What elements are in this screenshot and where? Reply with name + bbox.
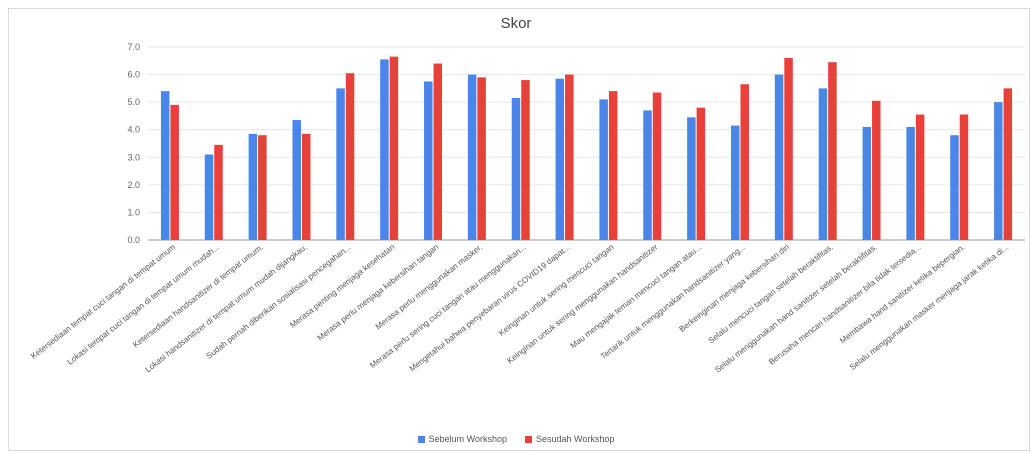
x-tick-label: Mengetahui bahwa penyebaran virus COVID1…: [408, 242, 572, 373]
bar-sebelum: [774, 74, 784, 240]
y-tick-label: 0.0: [127, 235, 140, 245]
x-tick-label: Berusaha mencari handsanitizer bila tida…: [767, 242, 922, 366]
y-tick-label: 6.0: [127, 70, 140, 80]
x-tick-label: Ketersediaan tempat cuci tangan di tempa…: [29, 242, 177, 360]
legend-item-sebelum: Sebelum Workshop: [417, 434, 507, 444]
y-tick-label: 4.0: [127, 125, 140, 135]
bar-sebelum: [643, 110, 652, 241]
bar-sebelum: [599, 99, 608, 240]
bar-sesudah: [301, 133, 311, 240]
bar-sebelum: [160, 91, 170, 240]
bar-sebelum: [818, 88, 828, 240]
y-tick-label: 2.0: [127, 180, 140, 190]
bar-sebelum: [204, 154, 214, 240]
bar-sebelum: [292, 120, 301, 240]
x-tick-label: Lokasi handsanitizer di tempat umum muda…: [144, 242, 309, 374]
bar-sesudah: [214, 144, 223, 240]
bar-sebelum: [424, 81, 433, 240]
bar-sebelum: [248, 133, 258, 240]
bar-sesudah: [872, 100, 881, 240]
x-tick-label: Lokasi tempat cuci tangan di tempat umum…: [66, 242, 221, 366]
bar-sebelum: [994, 102, 1003, 241]
bar-sebelum: [336, 88, 345, 240]
bar-sesudah: [696, 107, 706, 241]
legend-swatch-sesudah: [524, 435, 532, 443]
bar-sesudah: [521, 80, 530, 240]
x-tick-label: Keinginan untuk sering menggunakan hands…: [505, 242, 659, 365]
legend-swatch-sebelum: [417, 435, 425, 443]
bar-sesudah: [784, 58, 793, 241]
bar-sesudah: [565, 74, 574, 240]
bar-sesudah: [1003, 88, 1013, 240]
x-tick-label: Selalu menggunakan hand sanitizer setela…: [713, 242, 879, 374]
chart-title: Skor: [500, 15, 532, 32]
bar-sesudah: [389, 56, 399, 241]
bar-sesudah: [345, 73, 355, 240]
legend-item-sesudah: Sesudah Workshop: [524, 434, 615, 444]
bar-sebelum: [687, 117, 696, 240]
bar-sesudah: [433, 63, 443, 240]
y-tick-label: 1.0: [127, 207, 140, 217]
bar-sesudah: [915, 114, 925, 240]
bar-sesudah: [828, 62, 837, 240]
bar-sesudah: [740, 84, 749, 240]
x-tick-label: Selalu menggunakan masker menjaga jarak …: [848, 242, 1010, 372]
bar-sebelum: [467, 74, 477, 240]
x-tick-label: Merasa perlu sering cuci tangan atau men…: [368, 242, 528, 370]
bar-sebelum: [555, 78, 565, 240]
bar-sesudah: [477, 77, 486, 240]
bar-sebelum: [862, 126, 872, 240]
legend-label-sesudah: Sesudah Workshop: [535, 434, 615, 444]
bar-sebelum: [950, 135, 959, 240]
bar-sesudah: [608, 91, 618, 240]
y-tick-label: 3.0: [127, 152, 140, 162]
y-tick-label: 7.0: [127, 42, 140, 52]
bar-sesudah: [652, 92, 662, 240]
bar-sesudah: [959, 114, 969, 240]
legend-label-sebelum: Sebelum Workshop: [428, 434, 507, 444]
bar-sebelum: [511, 98, 521, 240]
bar-sebelum: [380, 59, 389, 241]
y-tick-label: 5.0: [127, 97, 140, 107]
bar-sesudah: [170, 104, 179, 241]
bar-sebelum: [906, 126, 915, 240]
bar-sesudah: [258, 135, 267, 240]
legend: Sebelum Workshop Sesudah Workshop: [0, 434, 1032, 444]
bar-sebelum: [730, 125, 740, 240]
